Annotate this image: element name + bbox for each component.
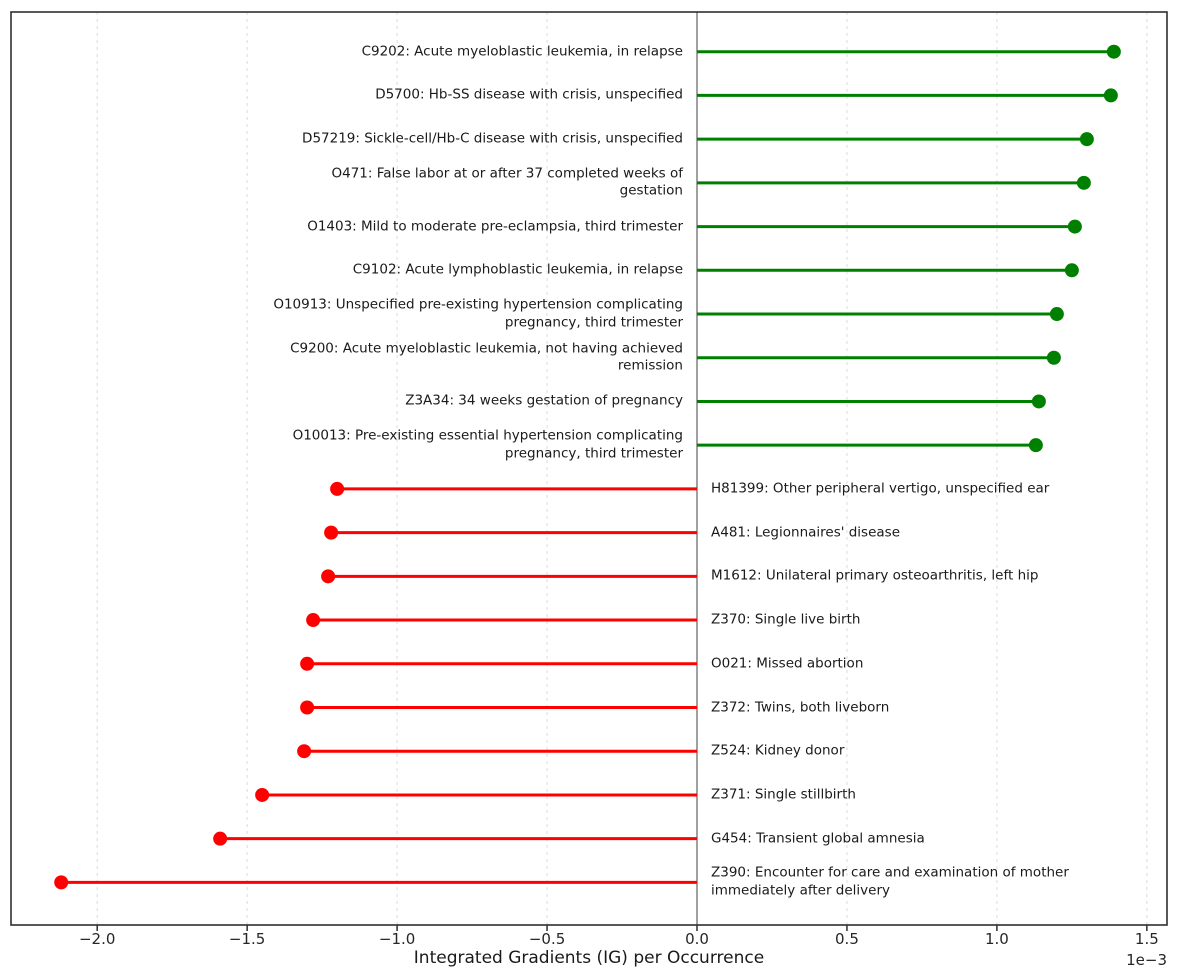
dot-M1612	[321, 569, 336, 584]
category-label-A481: A481: Legionnaires' disease	[711, 523, 901, 540]
plot-border	[10, 11, 1168, 926]
dot-O471	[1076, 175, 1091, 190]
dot-D57219	[1079, 132, 1094, 147]
dot-G454	[213, 831, 228, 846]
dot-H81399	[330, 481, 345, 496]
dot-A481	[324, 525, 339, 540]
dot-Z372	[300, 700, 315, 715]
x-tick-label: −1.0	[378, 930, 416, 948]
x-tick-label: 0.0	[685, 930, 709, 948]
category-label-C9102: C9102: Acute lymphoblastic leukemia, in …	[352, 261, 683, 278]
dot-O10913	[1049, 307, 1064, 322]
category-label-Z3A34: Z3A34: 34 weeks gestation of pregnancy	[405, 392, 683, 409]
category-label-Z524: Z524: Kidney donor	[711, 742, 845, 759]
dot-C9102	[1064, 263, 1079, 278]
x-tick-label: −1.5	[228, 930, 266, 948]
category-label-M1612: M1612: Unilateral primary osteoarthritis…	[711, 567, 1039, 584]
category-label-Z390: Z390: Encounter for care and examination…	[711, 864, 1069, 899]
category-label-Z371: Z371: Single stillbirth	[711, 786, 856, 803]
dot-O1403	[1067, 219, 1082, 234]
x-tick-label: −2.0	[78, 930, 116, 948]
x-tick-label: 0.5	[835, 930, 859, 948]
category-label-D57219: D57219: Sickle-cell/Hb-C disease with cr…	[302, 130, 683, 147]
category-label-O1403: O1403: Mild to moderate pre-eclampsia, t…	[307, 217, 683, 234]
x-tick-label: 1.0	[984, 930, 1009, 948]
category-label-H81399: H81399: Other peripheral vertigo, unspec…	[711, 480, 1050, 497]
dot-Z370	[306, 613, 321, 628]
axis-offset-label: 1e−3	[1126, 951, 1167, 969]
category-label-Z370: Z370: Single live birth	[711, 611, 861, 628]
category-label-O10013: O10013: Pre-existing essential hypertens…	[292, 427, 683, 462]
category-label-O10913: O10913: Unspecified pre-existing hyperte…	[273, 296, 683, 331]
dot-Z390	[54, 875, 69, 890]
category-label-Z372: Z372: Twins, both liveborn	[711, 698, 890, 715]
category-label-G454: G454: Transient global amnesia	[711, 829, 925, 846]
x-axis-label: Integrated Gradients (IG) per Occurrence	[413, 948, 765, 968]
dot-Z524	[297, 744, 312, 759]
category-label-O021: O021: Missed abortion	[711, 655, 864, 672]
dot-C9200	[1046, 350, 1061, 365]
x-tick-label: 1.5	[1134, 930, 1159, 948]
dot-Z3A34	[1031, 394, 1046, 409]
x-tick-label: −0.5	[528, 930, 566, 948]
dot-C9202	[1106, 44, 1121, 59]
dot-O021	[300, 656, 315, 671]
category-label-D5700: D5700: Hb-SS disease with crisis, unspec…	[375, 86, 683, 103]
category-label-O471: O471: False labor at or after 37 complet…	[331, 165, 684, 199]
category-label-C9202: C9202: Acute myeloblastic leukemia, in r…	[361, 42, 683, 59]
dot-Z371	[255, 787, 270, 802]
dot-O10013	[1028, 438, 1043, 453]
dot-D5700	[1103, 88, 1118, 103]
category-label-C9200: C9200: Acute myeloblastic leukemia, not …	[290, 340, 683, 374]
